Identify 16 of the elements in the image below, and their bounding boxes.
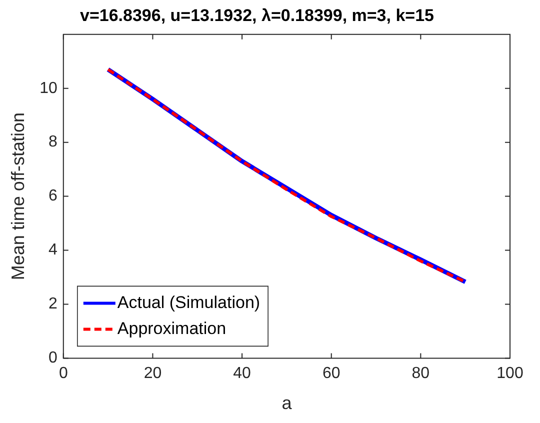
- y-tick-label: 8: [48, 134, 58, 151]
- y-tick-label: 10: [40, 80, 58, 97]
- x-tick-label: 80: [412, 365, 430, 382]
- y-tick-label: 0: [48, 350, 58, 367]
- legend-label: Approximation: [117, 318, 226, 338]
- y-axis-title: Mean time off-station: [8, 112, 28, 280]
- x-tick-label: 100: [496, 365, 524, 382]
- y-tick-label: 6: [48, 188, 58, 205]
- x-tick-label: 20: [144, 365, 162, 382]
- chart-title: v=16.8396, u=13.1932, λ=0.18399, m=3, k=15: [80, 6, 434, 25]
- x-tick-label: 60: [322, 365, 340, 382]
- x-tick-label: 40: [233, 365, 252, 382]
- y-tick-label: 2: [48, 296, 58, 313]
- y-tick-label: 4: [48, 242, 58, 259]
- legend-label: Actual (Simulation): [117, 292, 260, 312]
- x-axis-title: a: [282, 393, 293, 414]
